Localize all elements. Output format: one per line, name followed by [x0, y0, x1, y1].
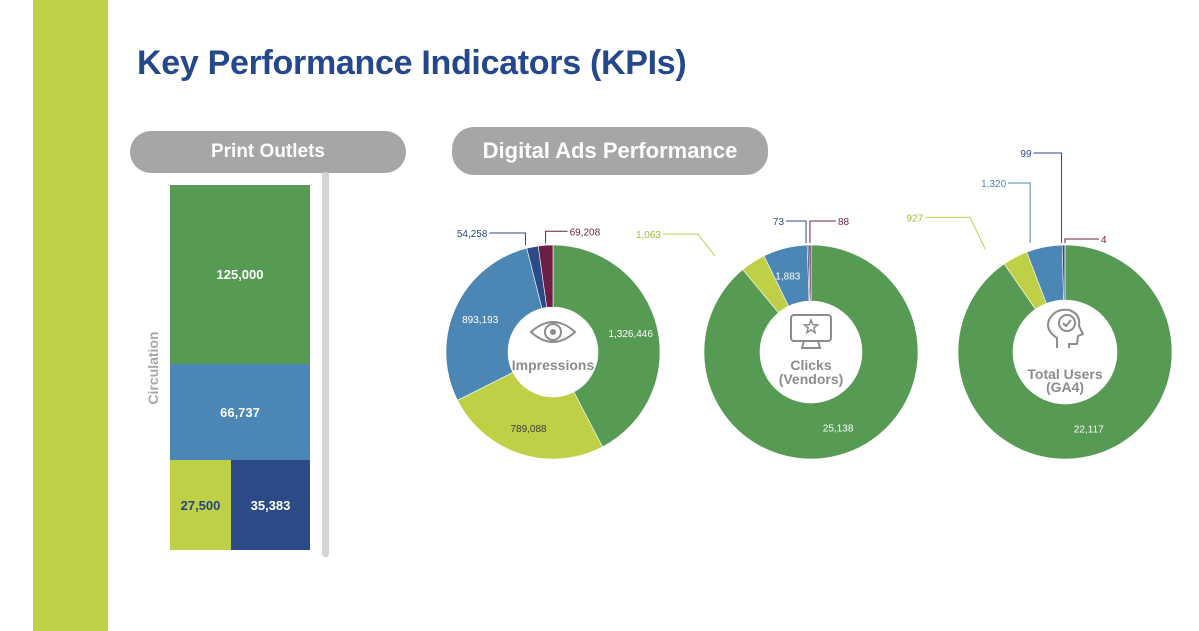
data-label-73: 73: [773, 217, 785, 228]
check-circle-icon: [1058, 314, 1076, 332]
donut-center-label: Impressions: [512, 357, 595, 373]
donut-hole: [508, 307, 598, 397]
callout-line-99: [1033, 152, 1063, 244]
page-title: Key Performance Indicators (KPIs): [137, 44, 687, 82]
callout-line-54258: [489, 232, 526, 245]
eye-pupil-icon: [550, 329, 556, 335]
data-label-1320: 1,320: [981, 179, 1006, 190]
data-label-25138: 25,138: [823, 423, 854, 434]
check-mark-icon: [1062, 319, 1072, 328]
callout-line-4: [1064, 238, 1099, 244]
treemap-cell-35383: 35,383: [231, 460, 310, 550]
data-label-54258: 54,258: [457, 229, 488, 240]
donut-center-label: Clicks: [790, 357, 831, 373]
callout-line-927: [925, 216, 986, 250]
print-circulation-treemap: 125,000 66,737 27,500 35,383: [170, 185, 310, 550]
eye-outline-icon: [529, 321, 577, 343]
donut-impressions: Impressions 1,326,446 789,088 893,193 54,258…: [445, 227, 661, 460]
donut-center-label: (GA4): [1046, 379, 1084, 395]
treemap-cell-125000: 125,000: [170, 185, 310, 364]
data-label-22117: 22,117: [1074, 424, 1104, 435]
treemap-cell-66737: 66,737: [170, 364, 310, 460]
data-label-893193: 893,193: [462, 315, 499, 326]
donut-clicks-vendors-: Clicks(Vendors) 25,138 1,883 1,063 73 88: [636, 217, 919, 460]
callout-line-73: [786, 220, 807, 244]
callout-line-1320: [1008, 182, 1031, 244]
data-label-99: 99: [1020, 149, 1032, 160]
callout-line-69208: [545, 230, 568, 244]
eye-iris-icon: [544, 323, 562, 341]
star-icon: [802, 317, 820, 335]
digital-ads-header: Digital Ads Performance: [452, 127, 768, 175]
donut-hole: [760, 301, 862, 403]
data-label-1063: 1,063: [636, 230, 661, 241]
treemap-cell-27500: 27,500: [170, 460, 231, 550]
data-label-1883: 1,883: [775, 271, 800, 282]
monitor-screen-icon: [790, 314, 832, 342]
monitor-stand-icon: [800, 340, 822, 349]
accent-side-bar: [33, 0, 108, 631]
data-label-69208: 69,208: [570, 227, 601, 238]
data-label-927: 927: [906, 213, 923, 224]
data-label-88: 88: [838, 217, 850, 228]
print-section-divider: [322, 172, 329, 557]
donut-hole: [1013, 300, 1117, 404]
data-label-1326446: 1,326,446: [608, 329, 653, 340]
head-profile-icon: [1047, 308, 1084, 348]
callout-line-88: [809, 220, 836, 244]
donut-center-label: (Vendors): [779, 371, 844, 387]
donut-total-users-ga4-: Total Users(GA4) 22,117 927 1,320 99 4: [906, 149, 1173, 460]
data-label-4: 4: [1101, 235, 1107, 246]
donut-center-label: Total Users: [1027, 366, 1102, 382]
data-label-789088: 789,088: [510, 424, 547, 435]
print-outlets-header: Print Outlets: [130, 131, 406, 173]
callout-line-1063: [662, 233, 716, 257]
